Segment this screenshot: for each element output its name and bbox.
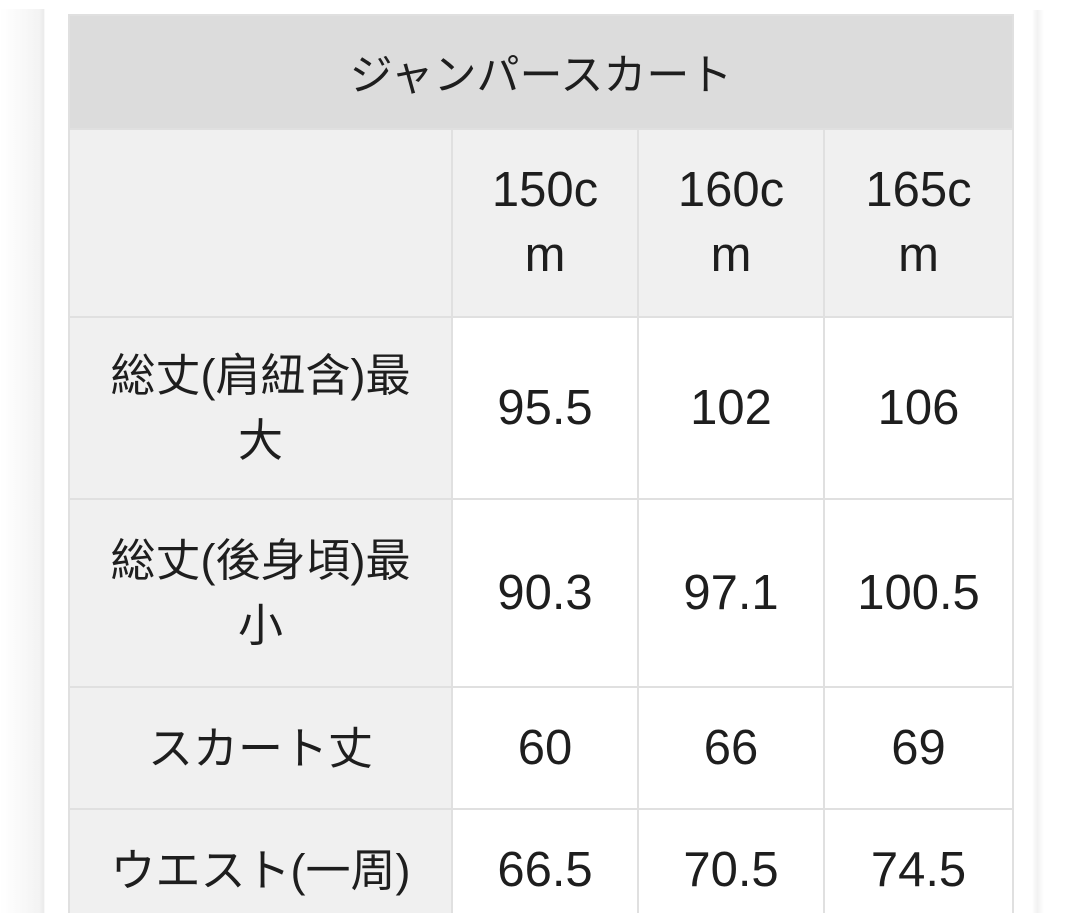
measurement-cell: 90.3: [451, 498, 639, 688]
measurement-cell: 95.5: [451, 316, 639, 500]
size-chart-title: ジャンパースカート: [67, 14, 1015, 130]
table-row: 総丈(肩紐含)最 大 95.5 102 106: [68, 316, 1015, 500]
column-header-150cm: 150c m: [451, 128, 639, 318]
measurement-cell: 66: [637, 686, 825, 810]
measurement-cell: 74.5: [822, 808, 1015, 913]
row-label-skirt-length: スカート丈: [68, 686, 453, 810]
column-header-160cm: 160c m: [637, 128, 825, 318]
measurement-cell: 60: [451, 686, 639, 810]
measurement-cell: 102: [637, 316, 825, 500]
corner-cell: [68, 128, 453, 318]
measurement-cell: 70.5: [637, 808, 825, 913]
size-header-row: 150c m 160c m 165c m: [68, 128, 1015, 318]
measurement-cell: 66.5: [451, 808, 639, 913]
size-chart-table: ジャンパースカート 150c m 160c m 165c m 総丈(肩紐含)最 …: [67, 14, 1015, 913]
column-header-165cm: 165c m: [822, 128, 1015, 318]
left-page-shadow: [0, 9, 45, 913]
right-page-edge-line: [1032, 10, 1044, 913]
row-label-total-length-back-min: 総丈(後身頃)最 小: [68, 498, 453, 688]
table-row: ウエスト(一周) 66.5 70.5 74.5: [68, 808, 1015, 913]
measurement-cell: 97.1: [637, 498, 825, 688]
measurement-cell: 106: [822, 316, 1015, 500]
table-row: スカート丈 60 66 69: [68, 686, 1015, 810]
row-label-total-length-strap-max: 総丈(肩紐含)最 大: [68, 316, 453, 500]
measurement-cell: 69: [822, 686, 1015, 810]
title-row: ジャンパースカート: [67, 14, 1015, 130]
measurement-cell: 100.5: [822, 498, 1015, 688]
table-row: 総丈(後身頃)最 小 90.3 97.1 100.5: [68, 498, 1015, 688]
row-label-waist: ウエスト(一周): [68, 808, 453, 913]
